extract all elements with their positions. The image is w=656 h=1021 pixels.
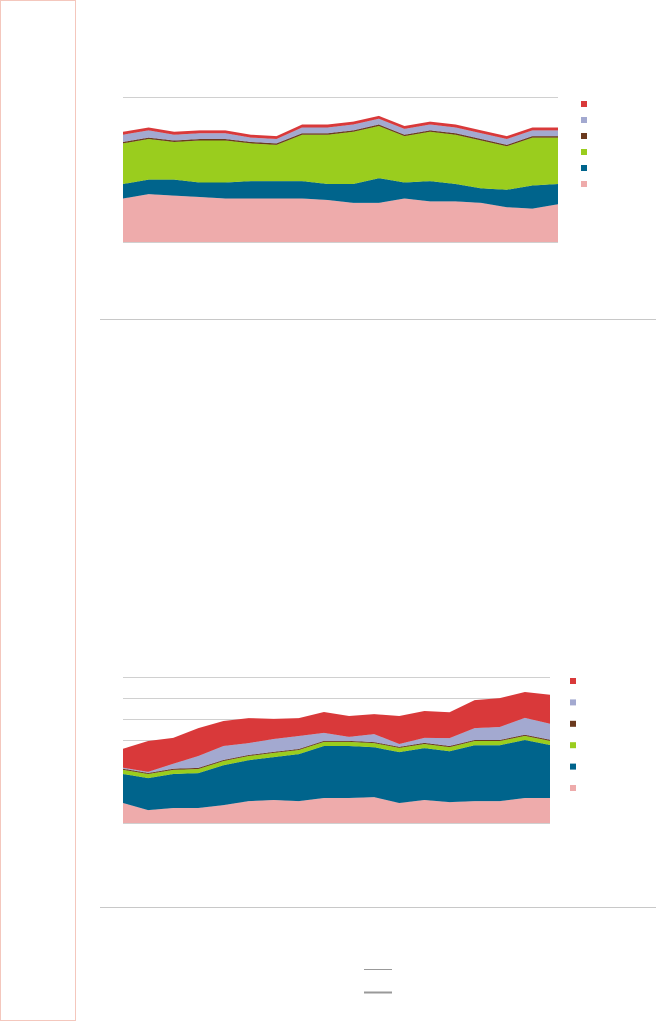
area: [123, 124, 558, 147]
area: [123, 126, 558, 190]
area: [123, 797, 550, 823]
area: [123, 735, 550, 779]
legend-swatch: [581, 165, 587, 171]
legend-swatch: [570, 720, 576, 727]
area: [123, 194, 558, 242]
legend-swatch: [570, 785, 576, 791]
area: [123, 734, 550, 774]
area: [123, 692, 550, 772]
legend-swatch: [581, 149, 587, 155]
legend-swatch: [581, 101, 587, 107]
area: [123, 739, 550, 811]
legend-swatch: [570, 742, 576, 749]
sidebar: [0, 0, 76, 1021]
legend-swatch: [581, 133, 587, 139]
area: [123, 118, 558, 145]
legend-swatch: [570, 699, 576, 706]
legend-swatch: [570, 763, 576, 770]
legend-swatch: [581, 117, 587, 123]
legend-swatch: [570, 678, 576, 684]
area: [123, 178, 558, 209]
area: [123, 115, 558, 140]
legend-swatch: [581, 181, 587, 187]
area: [123, 717, 550, 773]
